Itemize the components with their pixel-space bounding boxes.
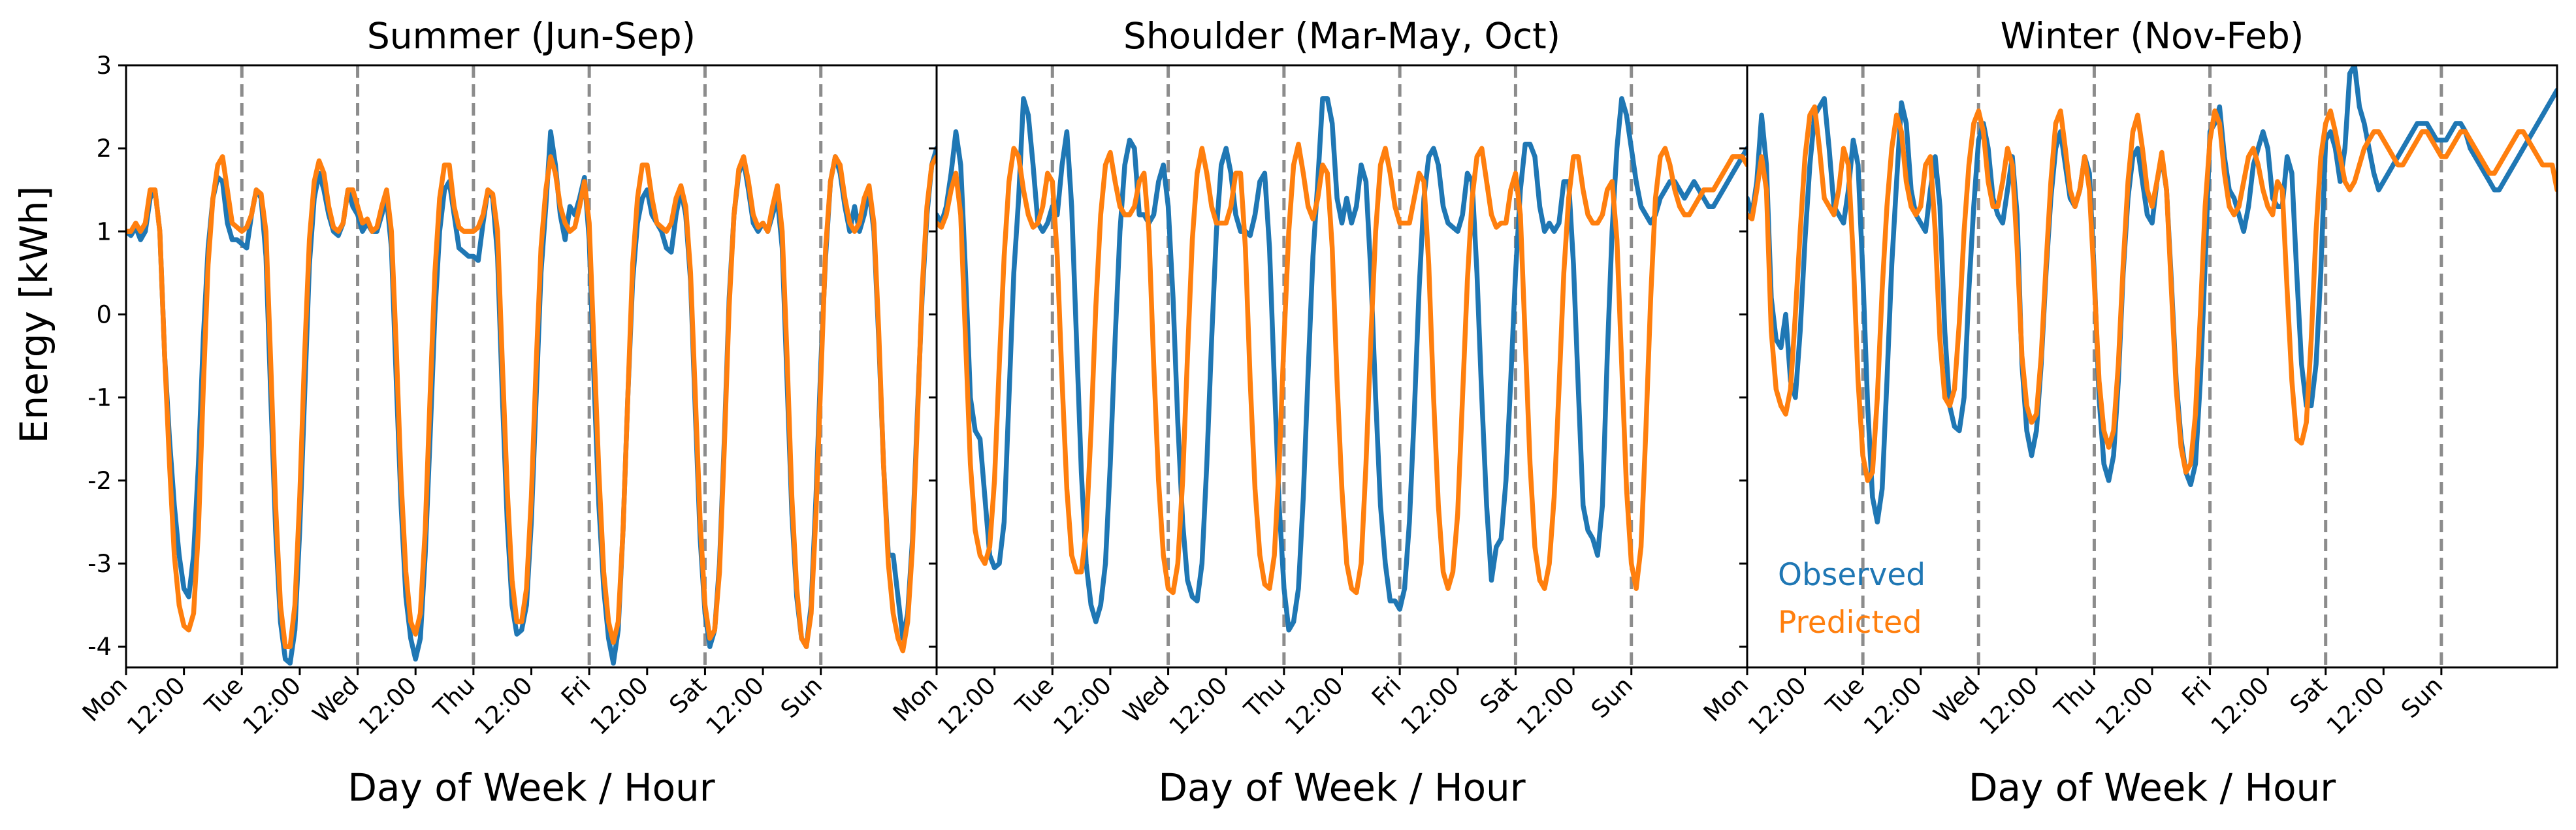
x-tick-label: Thu — [1238, 671, 1291, 724]
x-tick-label: 12:00 — [469, 671, 538, 741]
series-line-observed — [1747, 65, 2557, 525]
x-tick-label: Tue — [1820, 671, 1870, 721]
x-tick-label: 12:00 — [1280, 671, 1349, 741]
x-tick-label: Tue — [199, 671, 249, 721]
x-axis-label: Day of Week / Hour — [347, 765, 715, 810]
x-tick-label: 12:00 — [237, 671, 306, 741]
y-tick-label: 0 — [96, 301, 112, 329]
y-tick-label: 1 — [96, 217, 112, 246]
x-tick-label: 12:00 — [1511, 671, 1581, 741]
x-tick-label: Sun — [775, 671, 828, 724]
x-tick-label: Fri — [2176, 671, 2217, 712]
x-tick-label: 12:00 — [1743, 671, 1812, 741]
x-tick-label: Sat — [664, 671, 711, 719]
x-tick-label: 12:00 — [2090, 671, 2159, 741]
y-tick-label: 2 — [96, 135, 112, 163]
x-tick-label: 12:00 — [353, 671, 423, 741]
x-tick-label: 12:00 — [121, 671, 191, 741]
x-tick-label: Fri — [1366, 671, 1407, 712]
panel-title: Summer (Jun-Sep) — [367, 15, 696, 57]
series-line-predicted — [937, 142, 1747, 596]
legend-item-observed: Observed — [1778, 557, 1925, 593]
x-tick-label: Sat — [2285, 671, 2332, 719]
x-tick-label: 12:00 — [932, 671, 1001, 741]
x-tick-label: 12:00 — [1395, 671, 1464, 741]
x-tick-label: 12:00 — [585, 671, 654, 741]
x-tick-label: Thu — [428, 671, 480, 724]
series-line-observed — [937, 96, 1747, 633]
x-tick-label: 12:00 — [701, 671, 770, 741]
x-tick-label: Sat — [1474, 671, 1522, 719]
x-tick-label: Sun — [1586, 671, 1638, 724]
x-tick-label: 12:00 — [1858, 671, 1927, 741]
legend-item-predicted: Predicted — [1778, 605, 1922, 641]
x-tick-label: Tue — [1010, 671, 1059, 721]
legend: Observed Predicted — [1778, 557, 1925, 641]
y-tick-label: -3 — [88, 550, 112, 578]
x-tick-label: 12:00 — [1164, 671, 1233, 741]
x-tick-label: Thu — [2049, 671, 2101, 724]
y-tick-label: -1 — [88, 384, 112, 412]
x-tick-label: 12:00 — [2206, 671, 2275, 741]
x-tick-label: 12:00 — [1048, 671, 1117, 741]
x-tick-label: Sun — [2396, 671, 2448, 724]
y-axis-label: Energy [kWh] — [12, 186, 56, 443]
panel-title: Shoulder (Mar-May, Oct) — [1123, 15, 1560, 57]
panel-title: Winter (Nov-Feb) — [2001, 15, 2304, 57]
x-tick-label: Fri — [556, 671, 596, 712]
x-axis-label: Day of Week / Hour — [1158, 765, 1525, 810]
series-line-predicted — [126, 154, 937, 654]
plot-frame — [935, 64, 1748, 669]
y-tick-label: 3 — [96, 52, 112, 80]
y-tick-label: -2 — [88, 467, 112, 495]
y-tick-label: -4 — [88, 633, 112, 661]
series-line-predicted — [1747, 104, 2557, 483]
x-tick-label: 12:00 — [1974, 671, 2043, 741]
x-axis-label: Day of Week / Hour — [1969, 765, 2336, 810]
x-tick-label: 12:00 — [2321, 671, 2391, 741]
